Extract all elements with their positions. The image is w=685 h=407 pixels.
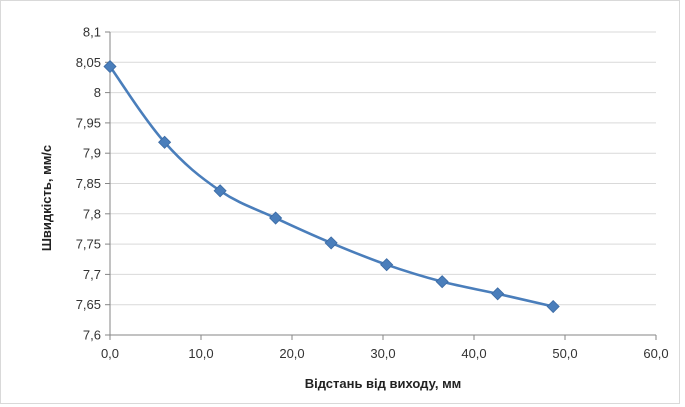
x-tick-label: 20,0 <box>279 346 304 361</box>
data-point <box>158 135 172 149</box>
y-tick-label: 8,1 <box>83 25 101 40</box>
x-tick-label: 50,0 <box>552 346 577 361</box>
y-axis-title: Швидкість, мм/с <box>39 145 54 251</box>
x-tick-label: 10,0 <box>188 346 213 361</box>
y-tick-label: 7,8 <box>83 206 101 221</box>
data-point <box>546 299 560 314</box>
data-point <box>103 59 117 74</box>
data-point <box>491 287 505 301</box>
y-tick-label: 7,7 <box>83 267 101 282</box>
data-point <box>213 184 227 198</box>
y-tick-label: 8,05 <box>76 55 101 70</box>
series-line <box>108 65 554 308</box>
data-point <box>324 236 338 250</box>
x-tick-label: 0,0 <box>101 346 119 361</box>
axes <box>105 31 657 340</box>
data-point <box>380 258 394 272</box>
y-tick-labels: 7,6 7,65 7,7 7,75 7,8 7,85 7,9 7,95 8 8,05 8,1 <box>76 25 101 343</box>
x-axis-title: Відстань від виходу, мм <box>305 376 462 391</box>
data-point <box>269 211 283 225</box>
x-tick-label: 60,0 <box>643 346 668 361</box>
y-tick-label: 7,85 <box>76 176 101 191</box>
y-tick-label: 7,75 <box>76 237 101 252</box>
x-tick-label: 40,0 <box>461 346 486 361</box>
series-group <box>103 59 560 314</box>
x-tick-labels: 0,0 10,0 20,0 30,0 40,0 50,0 60,0 <box>101 346 669 361</box>
data-point <box>435 275 449 289</box>
y-tick-label: 7,9 <box>83 146 101 161</box>
y-tick-label: 7,65 <box>76 297 101 312</box>
y-tick-label: 7,95 <box>76 115 101 130</box>
y-tick-label: 8 <box>94 85 101 100</box>
y-tick-label: 7,6 <box>83 328 101 343</box>
x-tick-label: 30,0 <box>370 346 395 361</box>
gridlines <box>110 31 656 306</box>
